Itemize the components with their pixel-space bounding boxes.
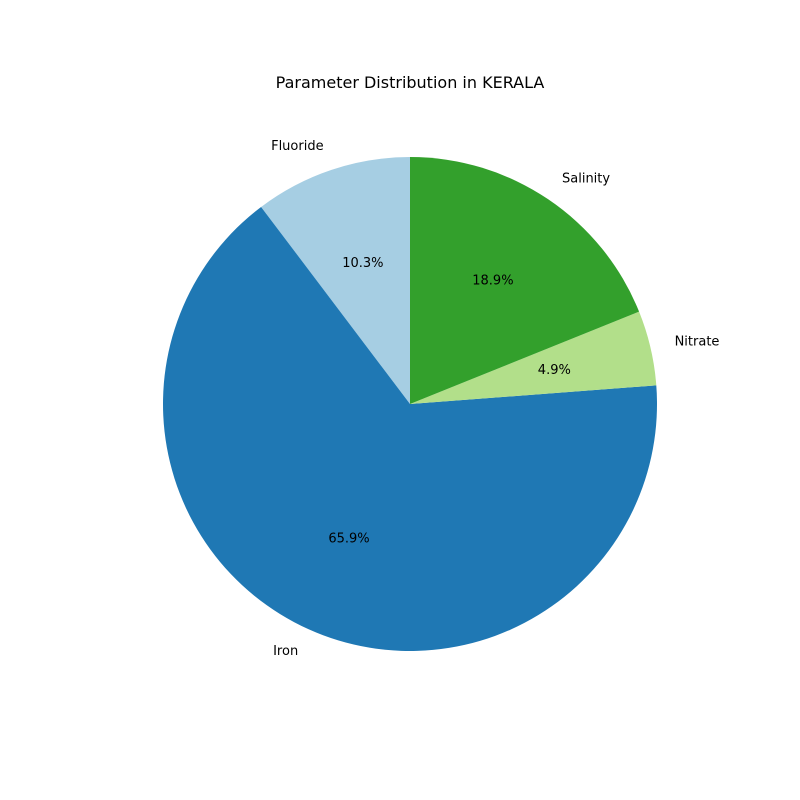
slice-percent-salinity: 18.9% (472, 274, 513, 289)
pie-labels: Fluoride 10.3% Iron 65.9% Nitrate 4.9% Salinit… (271, 139, 719, 659)
slice-percent-nitrate: 4.9% (538, 363, 571, 378)
slice-label-iron: Iron (273, 644, 298, 659)
pie-slices (162, 157, 658, 652)
slice-label-nitrate: Nitrate (675, 335, 720, 350)
pie-slice-salinity (410, 157, 640, 404)
slice-percent-iron: 65.9% (328, 532, 369, 547)
pie-slice-fluoride (261, 157, 410, 404)
slice-label-fluoride: Fluoride (271, 139, 324, 154)
slice-percent-fluoride: 10.3% (342, 256, 383, 271)
pie-slice-nitrate (410, 311, 657, 404)
pie-slice-iron (162, 206, 658, 652)
chart-title: Parameter Distribution in KERALA (276, 73, 545, 92)
slice-label-salinity: Salinity (562, 171, 610, 186)
